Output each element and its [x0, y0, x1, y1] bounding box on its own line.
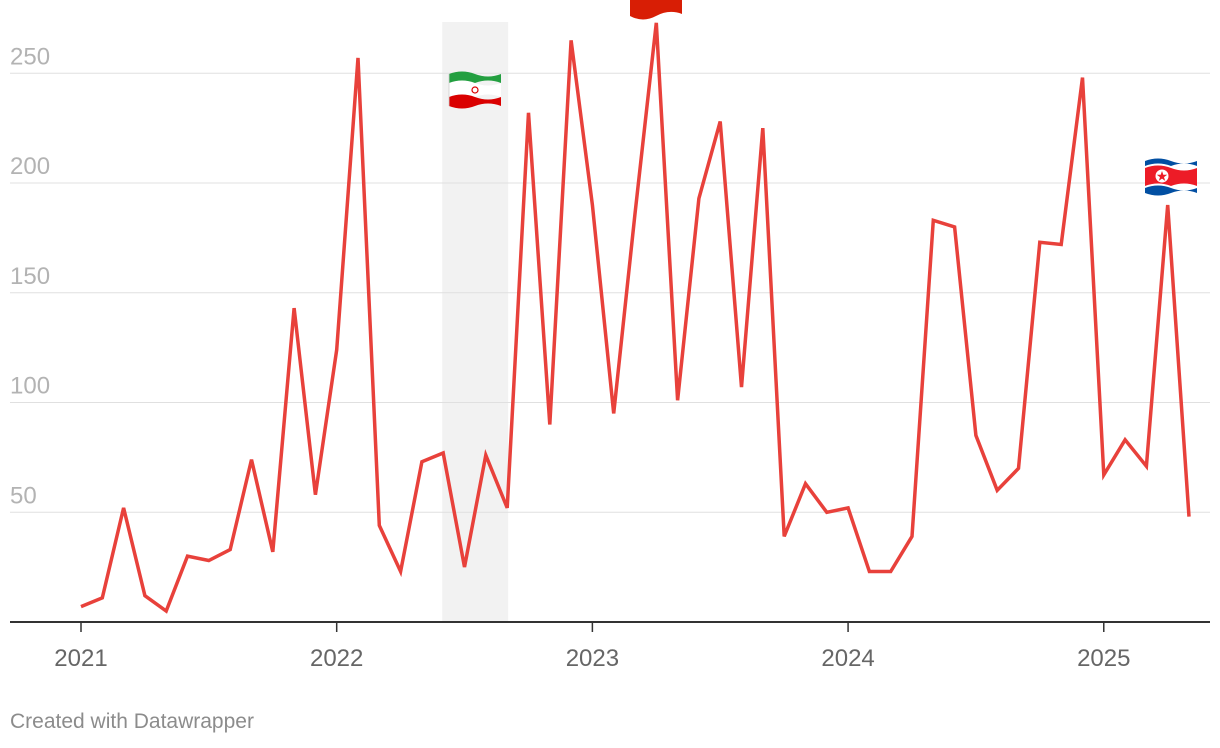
x-tick-label: 2024 — [821, 645, 874, 672]
y-tick-label: 50 — [10, 482, 37, 509]
north-korea-flag-icon — [1145, 158, 1197, 196]
x-tick-label: 2021 — [54, 645, 107, 672]
x-tick-label: 2022 — [310, 645, 363, 672]
line-chart: 50 100 150 200 250 2021 2022 2023 2024 2025 — [10, 0, 1210, 672]
series-line — [80, 22, 1191, 614]
x-tick-label: 2025 — [1077, 645, 1130, 672]
y-tick-label: 200 — [10, 153, 50, 180]
highlight-band — [442, 22, 509, 622]
y-tick-label: 250 — [10, 43, 50, 70]
y-tick-label: 150 — [10, 263, 50, 290]
x-tick-label: 2023 — [566, 645, 619, 672]
iran-flag-icon — [448, 71, 501, 109]
y-tick-label: 100 — [10, 373, 50, 400]
footer-credit: Created with Datawrapper — [10, 710, 254, 733]
red-flag-icon — [630, 0, 682, 20]
